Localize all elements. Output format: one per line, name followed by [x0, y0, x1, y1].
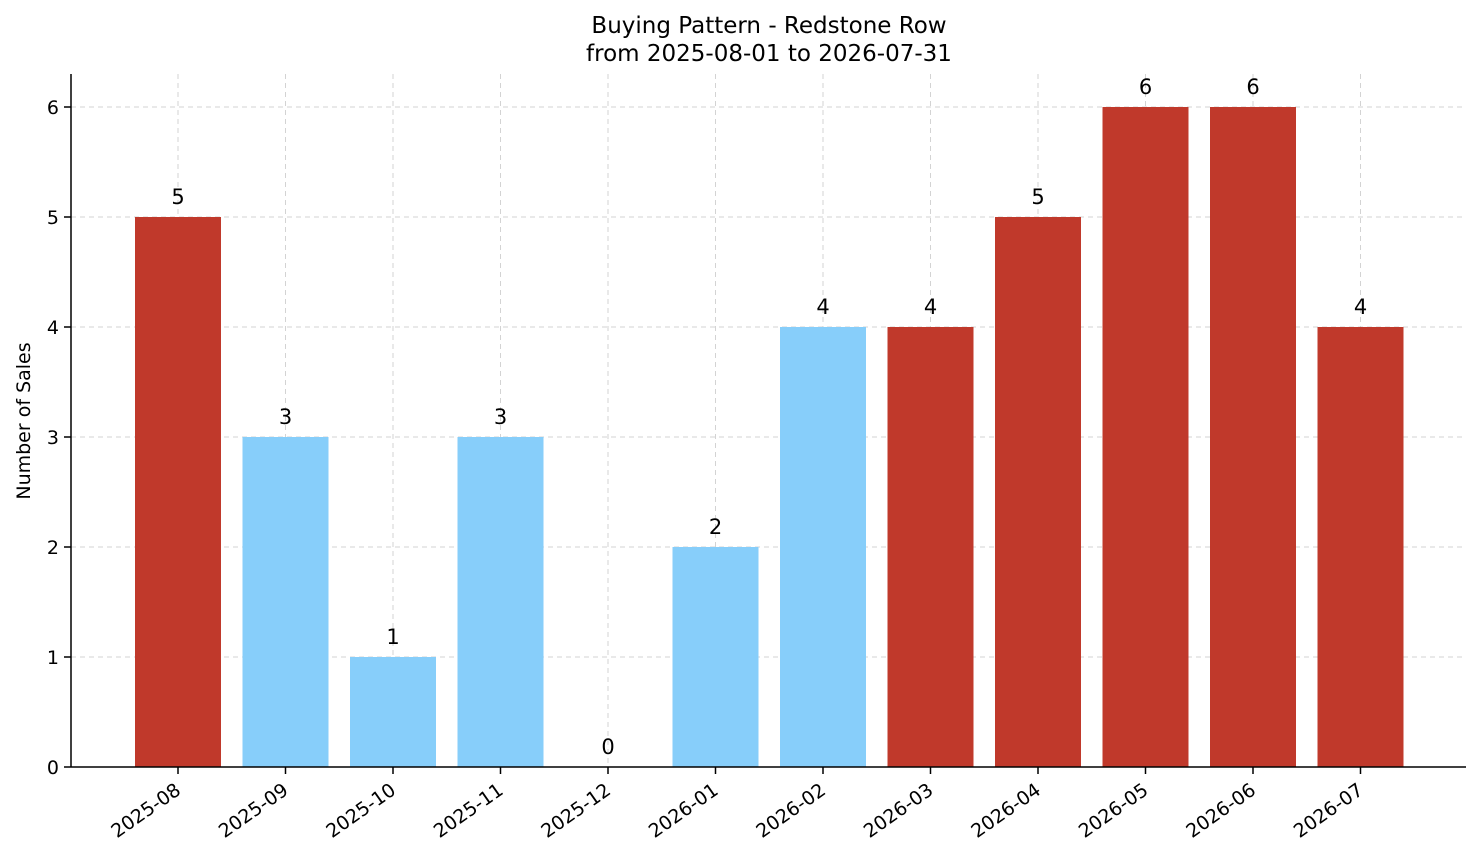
chart-title: Buying Pattern - Redstone Row: [591, 13, 946, 39]
bar-2026-02: [780, 327, 866, 767]
y-tick-label: 5: [47, 207, 59, 229]
data-label-2026-05: 6: [1139, 75, 1152, 99]
x-tick-label: 2025-12: [537, 779, 615, 843]
y-tick-label: 2: [47, 537, 59, 559]
bar-2026-05: [1102, 107, 1189, 767]
x-tick-label: 2026-04: [967, 779, 1045, 843]
y-axis-label: Number of Sales: [13, 342, 35, 499]
y-tick-label: 4: [47, 317, 59, 339]
bars-layer: [135, 107, 1404, 767]
data-label-2025-08: 5: [171, 185, 184, 209]
data-label-2026-07: 4: [1354, 295, 1367, 319]
data-label-2025-11: 3: [494, 405, 507, 429]
data-label-2026-04: 5: [1031, 185, 1044, 209]
x-tick-label: 2025-11: [430, 779, 508, 843]
data-label-2026-06: 6: [1246, 75, 1259, 99]
bar-2025-10: [350, 657, 436, 767]
bar-2025-09: [242, 437, 329, 767]
x-tick-label: 2026-06: [1182, 779, 1260, 843]
bar-2026-03: [887, 327, 974, 767]
bar-2025-11: [457, 437, 544, 767]
bar-2026-07: [1317, 327, 1404, 767]
y-tick-label: 6: [47, 97, 59, 119]
bar-2025-08: [135, 217, 221, 767]
y-tick-label: 1: [47, 647, 59, 669]
x-tick-label: 2025-09: [215, 779, 293, 843]
x-tick-label: 2026-07: [1290, 779, 1368, 843]
bar-2026-01: [672, 547, 759, 767]
bar-2026-04: [995, 217, 1081, 767]
data-label-2025-12: 0: [601, 735, 614, 759]
data-label-2026-01: 2: [709, 515, 722, 539]
y-tick-label: 0: [47, 757, 59, 779]
x-tick-label: 2025-08: [107, 779, 185, 843]
bar-2026-06: [1210, 107, 1296, 767]
data-label-2025-10: 1: [386, 625, 399, 649]
x-tick-label: 2026-03: [860, 779, 938, 843]
x-tick-label: 2026-05: [1075, 779, 1153, 843]
chart-subtitle: from 2025-08-01 to 2026-07-31: [586, 41, 952, 67]
axes-layer: [64, 74, 1466, 774]
data-label-2025-09: 3: [279, 405, 292, 429]
x-tick-label: 2025-10: [322, 779, 400, 843]
x-tick-label: 2026-01: [645, 779, 723, 843]
data-label-2026-03: 4: [924, 295, 937, 319]
x-tick-label: 2026-02: [752, 779, 830, 843]
y-tick-label: 3: [47, 427, 59, 449]
data-label-2026-02: 4: [816, 295, 829, 319]
